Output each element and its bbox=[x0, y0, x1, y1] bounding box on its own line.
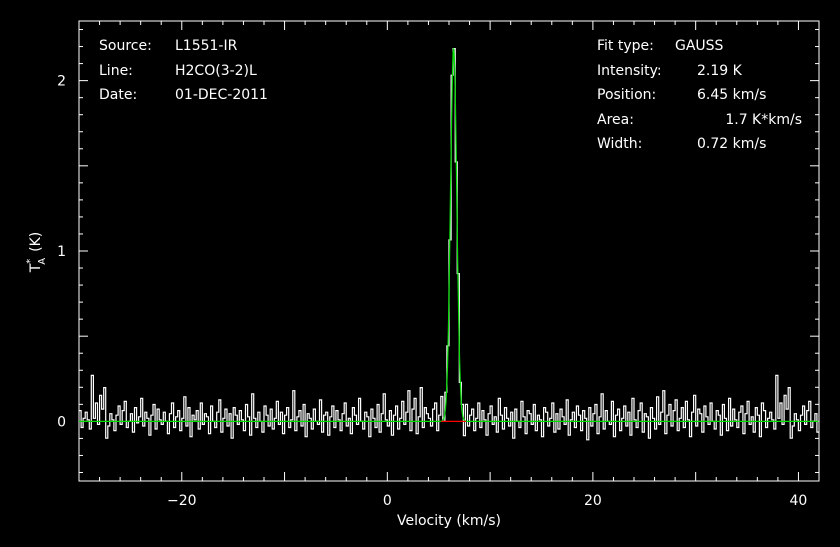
y-tick-label: 2 bbox=[57, 74, 66, 90]
intensity-value: 2.19 K bbox=[697, 63, 743, 79]
y-axis-subscript: A bbox=[37, 258, 48, 265]
fit-type-label: Fit type: bbox=[597, 38, 654, 54]
position-label: Position: bbox=[597, 87, 656, 103]
x-tick-label: 40 bbox=[790, 493, 808, 509]
fit-layer bbox=[79, 48, 819, 422]
gaussian-fit-line bbox=[79, 48, 819, 422]
source-value: L1551-IR bbox=[175, 38, 238, 54]
intensity-label: Intensity: bbox=[597, 63, 662, 79]
width-value: 0.72 km/s bbox=[697, 136, 766, 152]
y-tick-label: 0 bbox=[57, 414, 66, 430]
svg-text:T*A(K): T*A (K) bbox=[25, 232, 48, 274]
date-label: Date: bbox=[99, 87, 137, 103]
x-tick-label: 20 bbox=[584, 493, 602, 509]
fit-type-value: GAUSS bbox=[675, 38, 724, 54]
area-value: 1.7 K*km/s bbox=[725, 112, 802, 128]
source-label: Source: bbox=[99, 38, 152, 54]
y-axis-unit: (K) bbox=[28, 232, 44, 252]
width-label: Width: bbox=[597, 136, 642, 152]
x-tick-label: 0 bbox=[383, 493, 392, 509]
spectrum-trace bbox=[79, 48, 819, 441]
spectrum-layer bbox=[79, 48, 819, 441]
y-tick-label: 1 bbox=[57, 244, 66, 260]
area-label: Area: bbox=[597, 112, 634, 128]
x-axis-ticks: −20 0 20 40 bbox=[78, 21, 820, 509]
line-value: H2CO(3-2)L bbox=[175, 63, 257, 79]
y-axis-symbol: T bbox=[28, 263, 44, 273]
x-axis-label: Velocity (km/s) bbox=[397, 513, 501, 529]
y-axis-superscript: * bbox=[25, 259, 36, 264]
date-value: 01-DEC-2011 bbox=[175, 87, 268, 103]
x-tick-label: −20 bbox=[167, 493, 197, 509]
y-axis-label: T*A (K) bbox=[25, 232, 48, 274]
position-value: 6.45 km/s bbox=[697, 87, 766, 103]
line-label: Line: bbox=[99, 63, 133, 79]
